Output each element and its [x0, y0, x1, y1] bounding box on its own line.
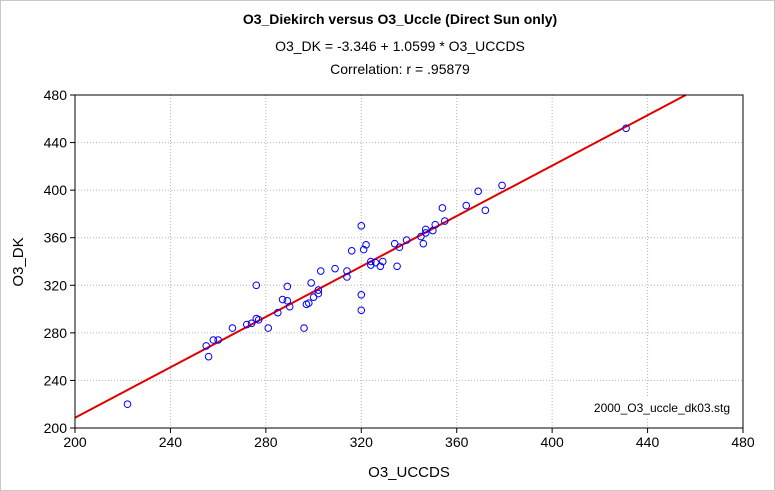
data-point [402, 236, 411, 244]
data-point [300, 324, 308, 332]
y-tick-label: 240 [44, 372, 68, 388]
data-point [474, 187, 482, 196]
y-tick-label: 320 [44, 277, 68, 293]
data-point [357, 291, 366, 299]
data-point [421, 229, 430, 237]
chart-title: O3_Diekirch versus O3_Uccle (Direct Sun … [243, 11, 557, 27]
data-points [123, 124, 630, 409]
data-point [331, 264, 339, 273]
correlation-label: Correlation: r = .95879 [330, 61, 470, 77]
y-axis-ticks: 200 240 280 320 360 400 440 480 [44, 87, 75, 436]
y-tick-label: 360 [44, 230, 68, 246]
x-tick-label: 440 [636, 434, 660, 450]
data-point [204, 352, 213, 361]
data-point [305, 299, 313, 307]
y-tick-label: 440 [44, 135, 68, 151]
data-point [285, 302, 294, 311]
data-point [343, 273, 351, 281]
data-point [421, 225, 430, 234]
data-point [481, 206, 490, 215]
data-point [316, 267, 325, 275]
data-point [378, 257, 387, 266]
data-point [371, 258, 380, 267]
data-point [498, 181, 506, 190]
data-point [278, 295, 287, 304]
data-point [314, 286, 323, 294]
x-axis-ticks: 200 240 280 320 360 400 440 480 [63, 428, 755, 450]
data-point [419, 239, 428, 248]
x-tick-label: 280 [254, 434, 278, 450]
data-point [307, 279, 315, 287]
regression-equation: O3_DK = -3.346 + 1.0599 * O3_UCCDS [275, 38, 525, 54]
y-axis-label: O3_DK [10, 237, 27, 286]
file-note: 2000_O3_uccle_dk03.stg [594, 401, 730, 415]
y-tick-label: 480 [44, 87, 68, 103]
data-point [357, 306, 366, 315]
x-tick-label: 400 [540, 434, 564, 450]
data-point [309, 293, 318, 301]
x-tick-label: 480 [731, 434, 755, 450]
data-point [283, 282, 292, 291]
data-point [462, 201, 471, 210]
data-point [273, 308, 282, 317]
data-point [367, 257, 375, 266]
file-note-background [576, 396, 736, 418]
data-point [390, 239, 399, 248]
x-tick-label: 200 [63, 434, 87, 450]
x-tick-label: 360 [445, 434, 469, 450]
data-point [359, 245, 368, 254]
x-axis-label: O3_UCCDS [368, 464, 450, 481]
data-point [440, 217, 449, 225]
data-point [431, 220, 440, 229]
data-point [214, 336, 222, 344]
data-point [209, 336, 218, 344]
x-tick-label: 240 [159, 434, 183, 450]
data-point [438, 204, 447, 212]
data-point [622, 124, 630, 133]
data-point [252, 281, 261, 290]
regression-line [74, 94, 687, 419]
data-point [395, 243, 404, 252]
data-point [357, 222, 366, 230]
data-point [417, 232, 425, 241]
y-tick-label: 200 [44, 420, 68, 436]
data-point [254, 315, 263, 324]
data-point [362, 241, 370, 249]
data-point [202, 342, 211, 350]
data-point [228, 324, 237, 332]
data-point [376, 262, 385, 271]
y-tick-label: 280 [44, 325, 68, 341]
grid [75, 95, 743, 428]
data-point [264, 324, 273, 332]
x-tick-label: 320 [350, 434, 374, 450]
data-point [123, 400, 132, 409]
data-point [347, 246, 356, 255]
plot-area [74, 94, 744, 429]
data-point [343, 267, 351, 275]
data-point [242, 320, 251, 329]
data-point [247, 319, 256, 328]
y-tick-label: 400 [44, 182, 68, 198]
data-point [393, 262, 401, 271]
data-point [314, 289, 323, 298]
regression-line-group [74, 94, 687, 419]
data-point [367, 261, 375, 269]
